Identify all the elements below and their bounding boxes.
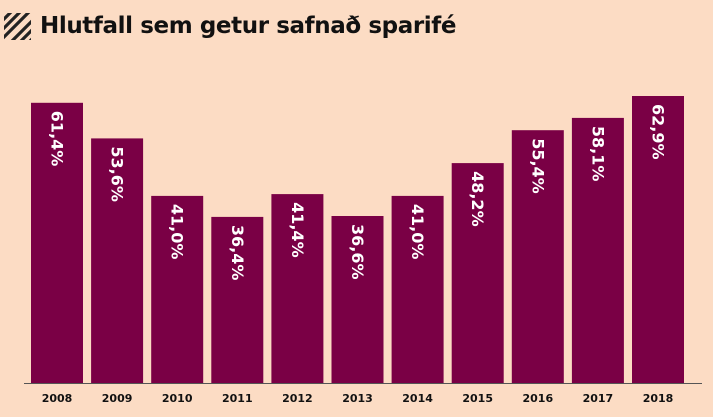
data-label-2018: 62,9% bbox=[649, 104, 668, 160]
bar-2018 bbox=[632, 96, 684, 383]
x-tick-label-2017: 2017 bbox=[583, 392, 614, 405]
x-tick-label-2016: 2016 bbox=[522, 392, 553, 405]
data-label-2014: 41,0% bbox=[408, 204, 427, 260]
x-tick-label-2008: 2008 bbox=[42, 392, 73, 405]
data-label-2012: 41,4% bbox=[288, 202, 307, 258]
x-tick-label-2018: 2018 bbox=[643, 392, 674, 405]
data-label-2015: 48,2% bbox=[468, 171, 487, 227]
chart-header: Hlutfall sem getur safnað sparifé bbox=[4, 11, 456, 41]
data-label-2013: 36,6% bbox=[348, 224, 367, 280]
bar-2011 bbox=[211, 216, 264, 383]
data-label-2008: 61,4% bbox=[48, 111, 67, 167]
data-label-2009: 53,6% bbox=[108, 146, 127, 202]
x-tick-label-2011: 2011 bbox=[222, 392, 253, 405]
data-label-2011: 36,4% bbox=[228, 225, 247, 281]
data-label-2016: 55,4% bbox=[528, 138, 547, 194]
diagonal-hatch-icon bbox=[4, 12, 31, 40]
bar-2008 bbox=[31, 102, 83, 384]
bar-2013 bbox=[331, 216, 384, 383]
data-label-2017: 58,1% bbox=[588, 126, 607, 182]
bar-2014 bbox=[391, 195, 444, 383]
x-tick-label-2014: 2014 bbox=[402, 392, 433, 405]
x-tick-label-2010: 2010 bbox=[162, 392, 193, 405]
bar-2012 bbox=[271, 194, 324, 383]
x-tick-label-2015: 2015 bbox=[462, 392, 493, 405]
bar-2015 bbox=[451, 163, 504, 383]
bar-2017 bbox=[571, 117, 624, 384]
chart-title: Hlutfall sem getur safnað sparifé bbox=[40, 13, 457, 39]
x-tick-label-2012: 2012 bbox=[282, 392, 313, 405]
bar-2009 bbox=[91, 138, 144, 383]
bar-2016 bbox=[511, 130, 564, 383]
x-tick-label-2009: 2009 bbox=[102, 392, 133, 405]
x-tick-label-2013: 2013 bbox=[342, 392, 373, 405]
bar-2010 bbox=[151, 195, 204, 383]
data-label-2010: 41,0% bbox=[168, 204, 187, 260]
